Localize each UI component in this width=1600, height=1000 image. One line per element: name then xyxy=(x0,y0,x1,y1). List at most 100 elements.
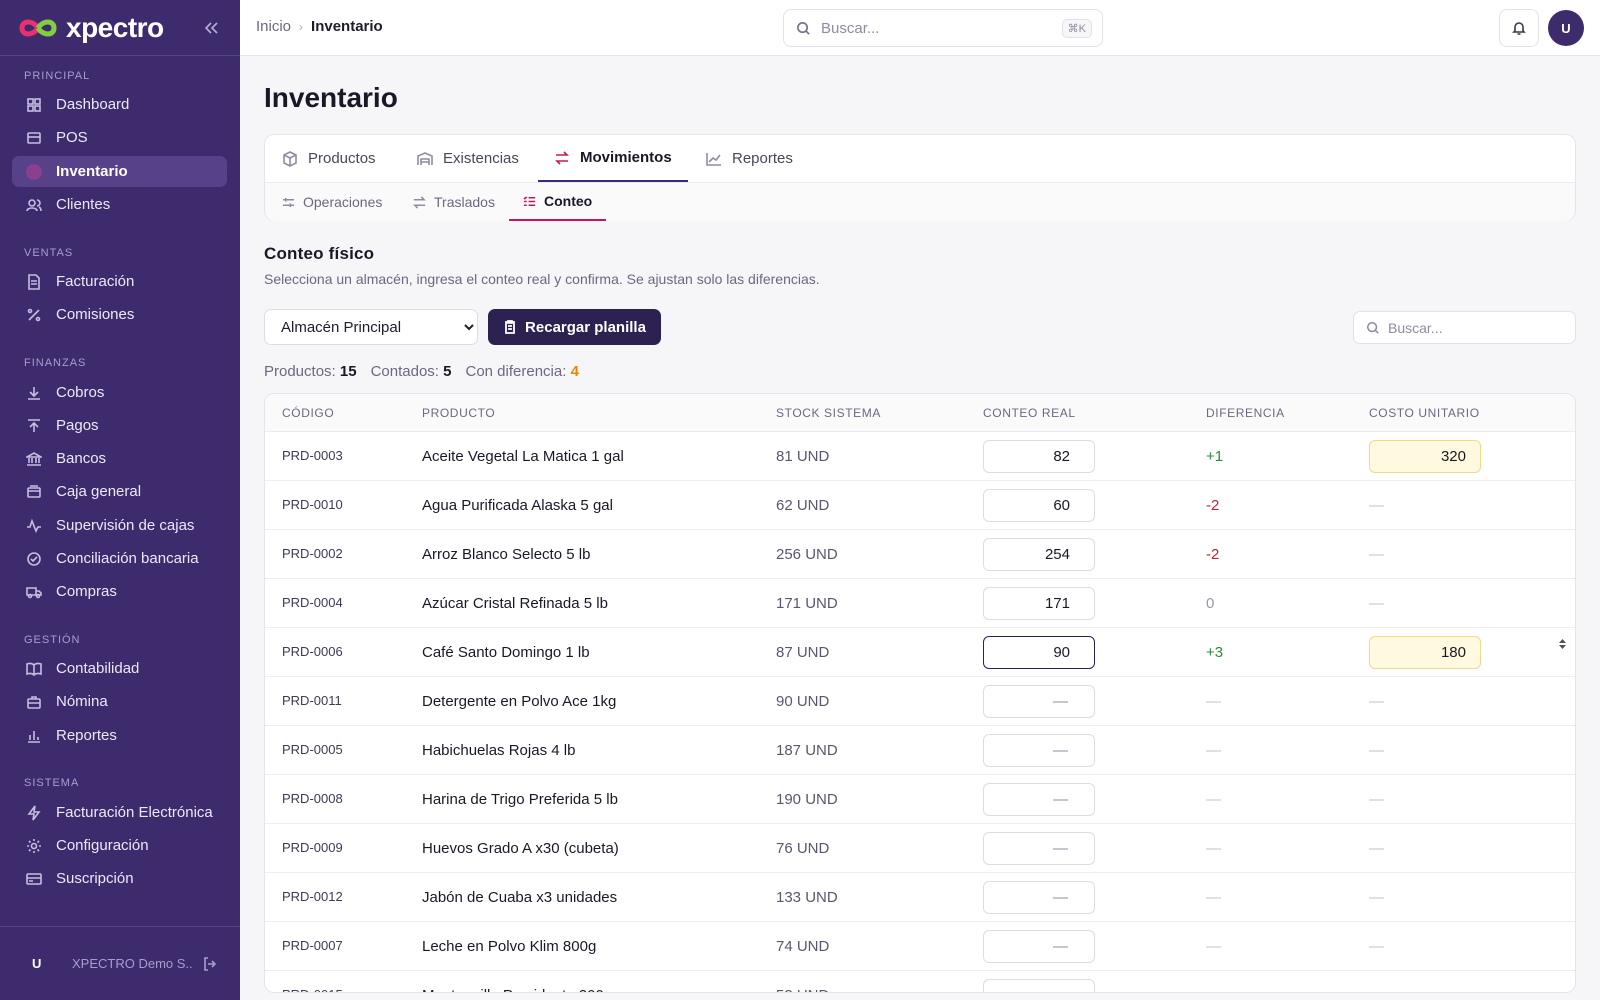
upload-icon xyxy=(28,418,40,432)
unit-cost-input[interactable]: 180 xyxy=(1369,636,1481,669)
dashboard-icon xyxy=(27,97,41,112)
product-code: PRD-0004 xyxy=(282,595,343,610)
count-input[interactable]: — xyxy=(983,979,1095,992)
sidebar-item-reportes[interactable]: Reportes xyxy=(12,720,227,751)
header-difference[interactable]: DIFERENCIA xyxy=(1206,406,1285,420)
sidebar-section-sistema: SISTEMA xyxy=(24,777,80,789)
footer-avatar[interactable]: U xyxy=(32,956,42,971)
system-stock: 62 UND xyxy=(776,497,830,514)
sidebar-item-nómina[interactable]: Nómina xyxy=(12,686,227,717)
unit-cost-input[interactable]: 320 xyxy=(1369,440,1481,473)
product-code: PRD-0008 xyxy=(282,791,343,806)
system-stock: 187 UND xyxy=(776,742,838,759)
breadcrumb: Inicio › Inventario xyxy=(256,18,383,35)
clipboard-icon xyxy=(505,320,515,334)
unit-cost-empty: — xyxy=(1369,742,1384,759)
difference-value: — xyxy=(1206,693,1221,710)
header-count[interactable]: CONTEO REAL xyxy=(983,406,1076,420)
notifications-button[interactable] xyxy=(1499,9,1539,47)
table-search[interactable] xyxy=(1353,311,1576,344)
count-input[interactable]: — xyxy=(983,734,1095,767)
sidebar-item-pos[interactable]: POS xyxy=(12,122,227,153)
count-input[interactable]: 82 xyxy=(983,440,1095,473)
sidebar-item-caja-general[interactable]: Caja general xyxy=(12,476,227,507)
sidebar-item-facturación[interactable]: Facturación xyxy=(12,266,227,297)
sidebar-item-compras[interactable]: Compras xyxy=(12,576,227,607)
difference-value: -2 xyxy=(1206,546,1220,563)
sidebar-item-inventario[interactable]: Inventario xyxy=(12,156,227,187)
logo-row: xpectro xyxy=(0,0,240,56)
sidebar-item-pagos[interactable]: Pagos xyxy=(12,410,227,441)
stepper-arrows-icon[interactable] xyxy=(1558,637,1567,651)
subtab-label: Traslados xyxy=(434,194,495,210)
tab-movimientos[interactable]: Movimientos xyxy=(538,135,688,182)
sidebar-item-conciliación-bancaria[interactable]: Conciliación bancaria xyxy=(12,543,227,574)
product-name: Detergente en Polvo Ace 1kg xyxy=(422,693,617,710)
count-input[interactable]: 60 xyxy=(983,489,1095,522)
arrows-icon xyxy=(555,150,569,165)
count-input[interactable]: 90 xyxy=(983,636,1095,669)
unit-cost-empty: — xyxy=(1369,987,1384,992)
tab-label: Movimientos xyxy=(580,149,672,166)
breadcrumb-current: Inventario xyxy=(311,18,383,35)
header-stock[interactable]: STOCK SISTEMA xyxy=(776,406,881,420)
tab-reportes[interactable]: Reportes xyxy=(706,135,793,182)
sidebar-item-dashboard[interactable]: Dashboard xyxy=(12,89,227,120)
sidebar-item-contabilidad[interactable]: Contabilidad xyxy=(12,653,227,684)
header-unit-cost[interactable]: COSTO UNITARIO xyxy=(1369,406,1480,420)
tab-existencias[interactable]: Existencias xyxy=(417,135,519,182)
count-input[interactable]: — xyxy=(983,881,1095,914)
logout-icon[interactable] xyxy=(202,956,218,972)
count-input[interactable]: — xyxy=(983,930,1095,963)
sidebar-item-suscripción[interactable]: Suscripción xyxy=(12,863,227,894)
sidebar-item-cobros[interactable]: Cobros xyxy=(12,377,227,408)
table-row: PRD-0005 Habichuelas Rojas 4 lb 187 UND — — — xyxy=(265,726,1575,775)
product-name: Habichuelas Rojas 4 lb xyxy=(422,742,576,759)
table-search-input[interactable] xyxy=(1388,319,1568,336)
tab-productos[interactable]: Productos xyxy=(282,135,376,182)
product-code: PRD-0005 xyxy=(282,742,343,757)
sidebar-item-label: Configuración xyxy=(56,837,149,854)
user-avatar[interactable]: U xyxy=(1548,10,1584,46)
stat-products: Productos: 15 xyxy=(264,363,357,380)
sidebar-item-facturación-electrónica[interactable]: Facturación Electrónica xyxy=(12,797,227,828)
table-row: PRD-0011 Detergente en Polvo Ace 1kg 90 UN… xyxy=(265,677,1575,726)
sidebar-item-clientes[interactable]: Clientes xyxy=(12,189,227,220)
difference-value: — xyxy=(1206,742,1221,759)
stat-with-difference: Con diferencia: 4 xyxy=(465,363,578,380)
subtab-traslados[interactable]: Traslados xyxy=(413,183,495,221)
product-code: PRD-0009 xyxy=(282,840,343,855)
header-product[interactable]: PRODUCTO xyxy=(422,406,496,420)
sidebar-item-label: Facturación Electrónica xyxy=(56,804,213,821)
unit-cost-empty: — xyxy=(1369,889,1384,906)
count-input[interactable]: — xyxy=(983,685,1095,718)
count-input[interactable]: — xyxy=(983,783,1095,816)
sidebar-item-label: Caja general xyxy=(56,483,142,500)
sidebar-item-comisiones[interactable]: Comisiones xyxy=(12,299,227,330)
breadcrumb-home[interactable]: Inicio xyxy=(256,18,292,35)
system-stock: 171 UND xyxy=(776,595,838,612)
sidebar-item-configuración[interactable]: Configuración xyxy=(12,830,227,861)
header-code[interactable]: CÓDIGO xyxy=(282,406,335,420)
count-input[interactable]: — xyxy=(983,832,1095,865)
subtab-conteo[interactable]: Conteo xyxy=(509,183,607,221)
unit-cost-empty: — xyxy=(1369,595,1384,612)
sidebar-item-bancos[interactable]: Bancos xyxy=(12,443,227,474)
unit-cost-empty: — xyxy=(1369,938,1384,955)
sidebar-item-supervisión-de-cajas[interactable]: Supervisión de cajas xyxy=(12,510,227,541)
product-name: Harina de Trigo Preferida 5 lb xyxy=(422,791,618,808)
count-input[interactable]: 254 xyxy=(983,538,1095,571)
stat-counted: Contados: 5 xyxy=(371,363,452,380)
warehouse-select[interactable]: Almacén Principal xyxy=(264,309,478,345)
table-row: PRD-0009 Huevos Grado A x30 (cubeta) 76 UN… xyxy=(265,824,1575,873)
count-input[interactable]: 171 xyxy=(983,587,1095,620)
global-search-input[interactable] xyxy=(821,19,1051,37)
sidebar-item-label: Bancos xyxy=(56,450,107,467)
global-search[interactable]: ⌘K xyxy=(783,9,1103,47)
subtab-operaciones[interactable]: Operaciones xyxy=(282,183,382,221)
unit-cost-empty: — xyxy=(1369,546,1384,563)
reload-sheet-button[interactable]: Recargar planilla xyxy=(488,309,661,345)
gear-icon xyxy=(27,838,41,853)
infinity-logo-icon xyxy=(19,19,57,36)
collapse-sidebar-icon[interactable] xyxy=(202,19,220,37)
